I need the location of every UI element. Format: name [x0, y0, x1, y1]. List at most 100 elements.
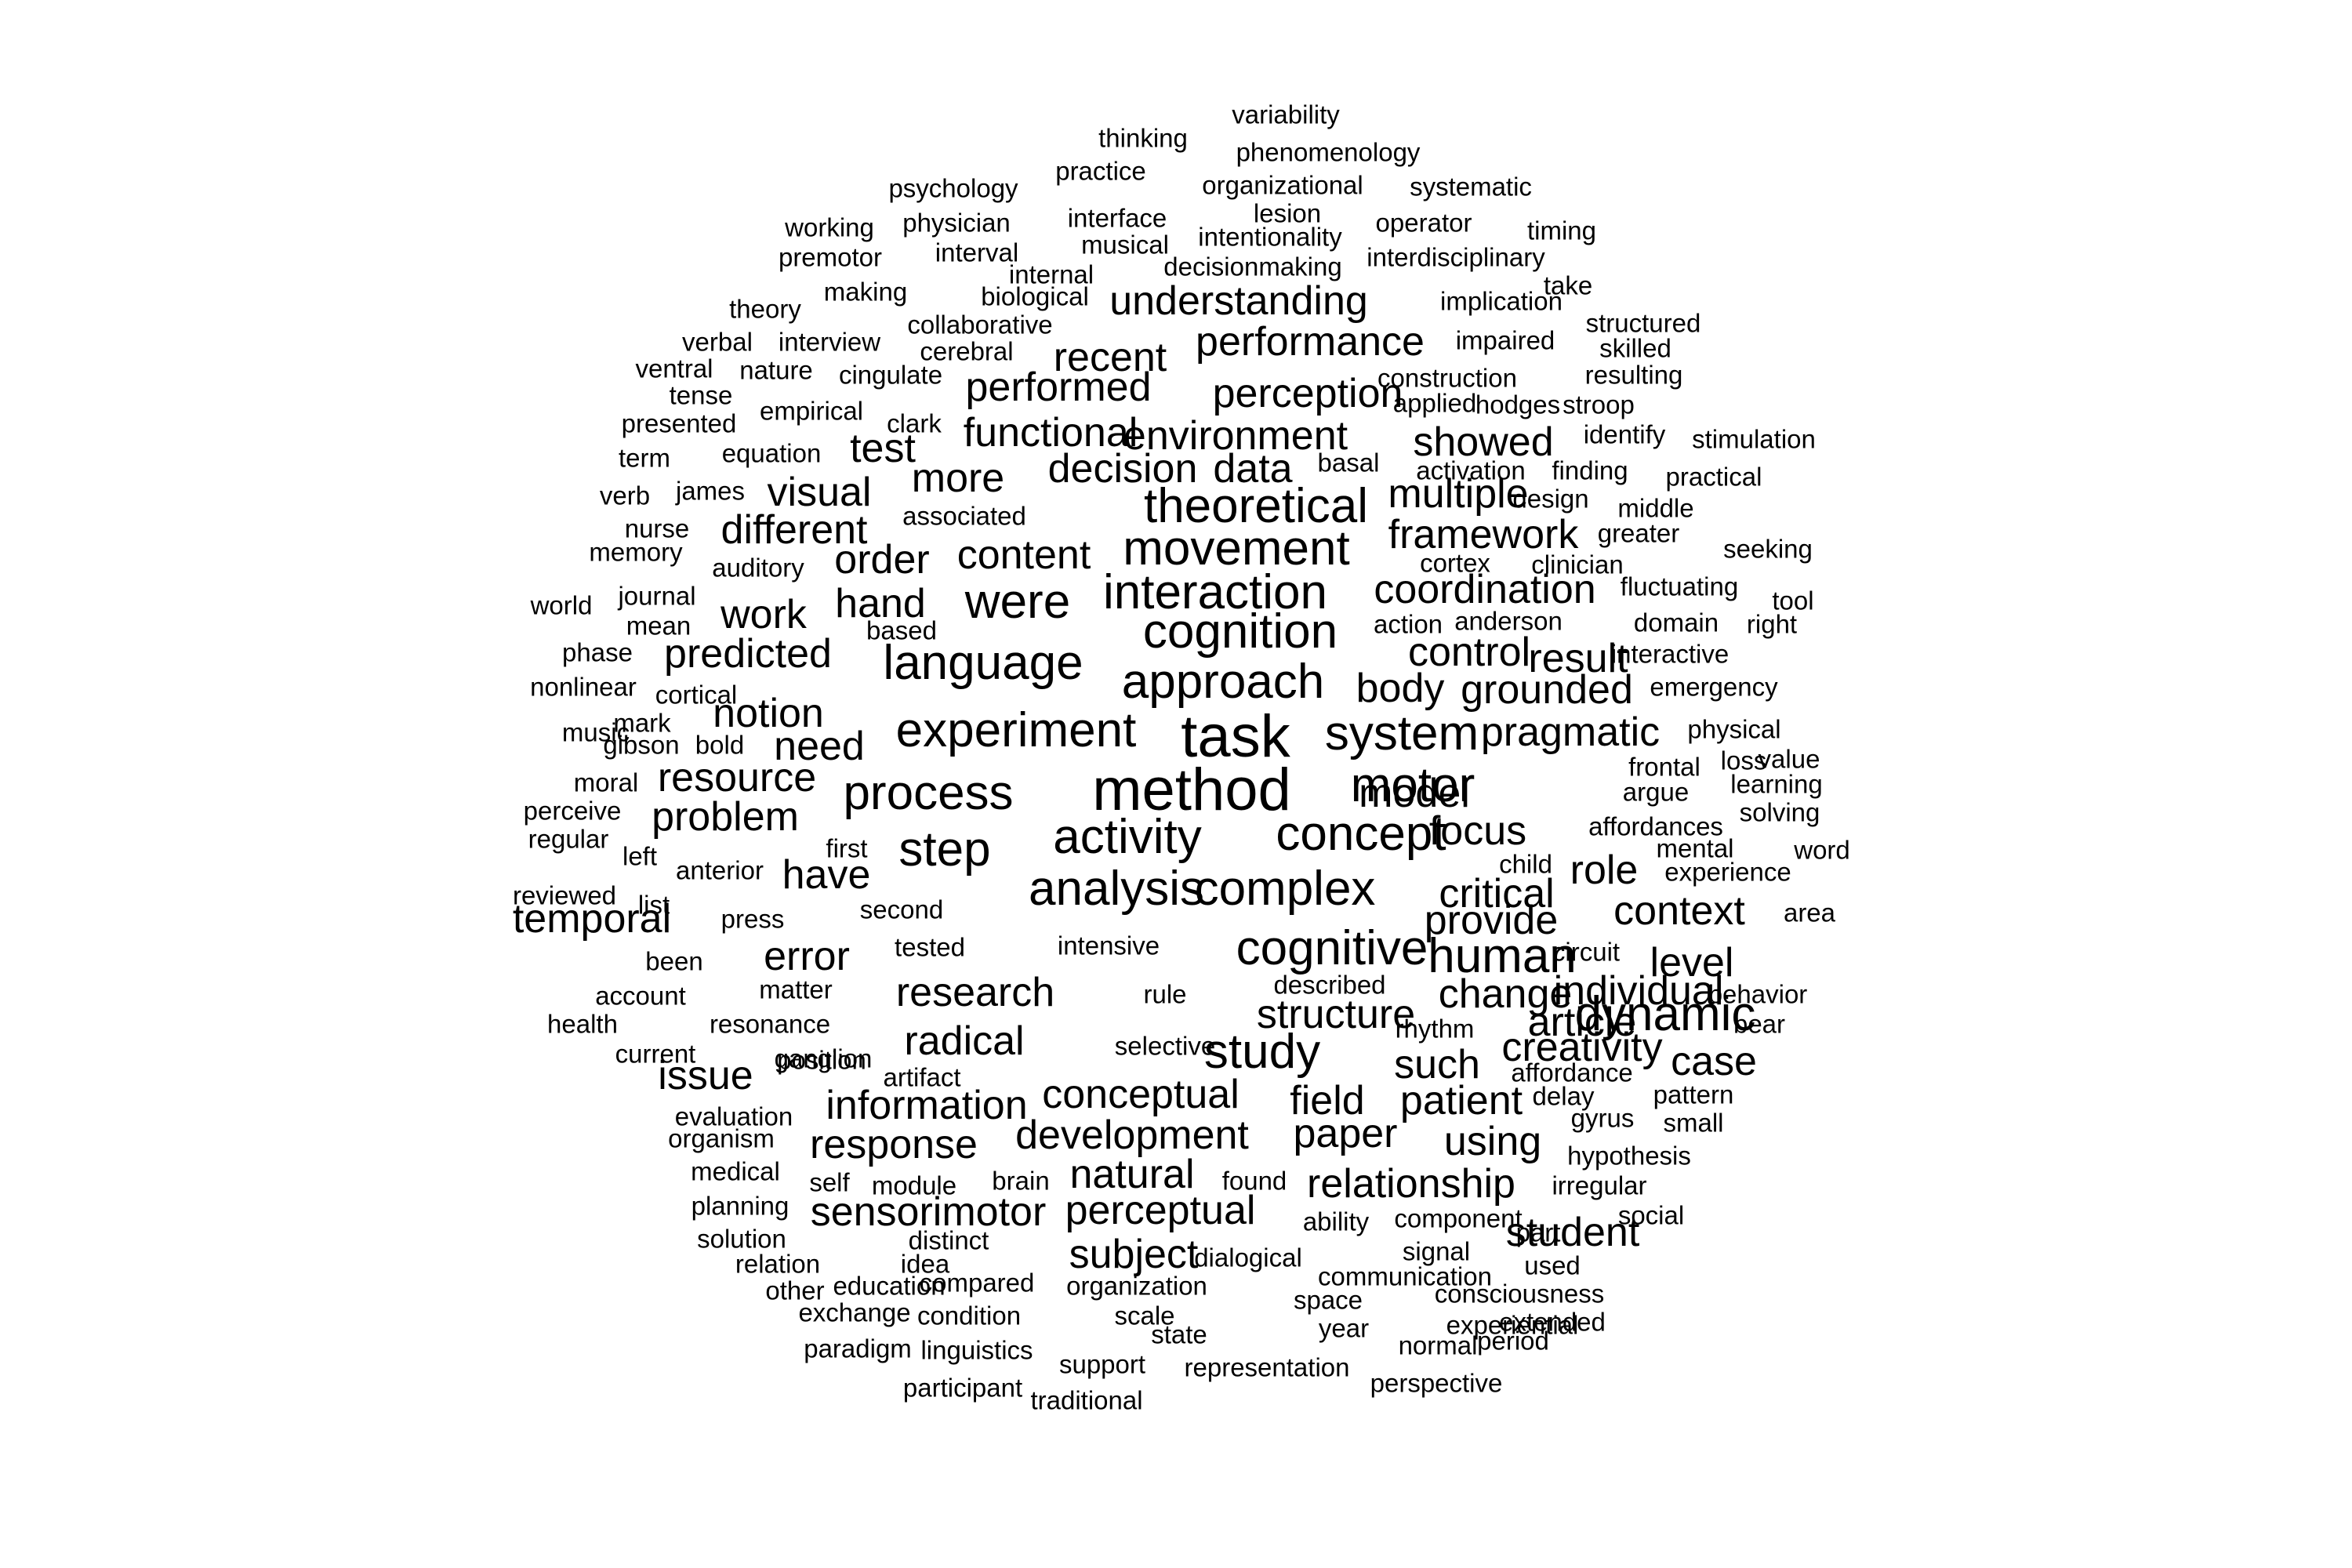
word-affordances: affordances	[1588, 811, 1723, 841]
word-linguistics: linguistics	[920, 1335, 1033, 1365]
word-press: press	[720, 904, 785, 934]
word-component: component	[1394, 1203, 1523, 1233]
word-interview: interview	[778, 327, 881, 357]
word-result: result	[1528, 636, 1628, 681]
word-communication: communication	[1318, 1261, 1492, 1291]
word-middle: middle	[1617, 493, 1694, 523]
word-paradigm: paradigm	[804, 1334, 912, 1363]
word-clinician: clinician	[1531, 550, 1624, 579]
word-individual: individual	[1553, 968, 1724, 1014]
word-critical: critical	[1439, 871, 1555, 916]
word-timing: timing	[1526, 216, 1597, 245]
word-described: described	[1273, 970, 1386, 1000]
word-applied: applied	[1392, 388, 1477, 418]
word-module: module	[871, 1171, 957, 1200]
word-found: found	[1221, 1166, 1287, 1196]
word-hypothesis: hypothesis	[1567, 1141, 1691, 1171]
word-operator: operator	[1375, 208, 1472, 238]
word-concept: concept	[1276, 807, 1446, 861]
word-nurse: nurse	[624, 514, 690, 543]
word-notion: notion	[713, 691, 824, 736]
word-presented: presented	[621, 408, 737, 438]
word-nonlinear: nonlinear	[530, 672, 637, 702]
word-phase: phase	[562, 637, 633, 667]
word-organization: organization	[1066, 1271, 1207, 1301]
word-data: data	[1213, 446, 1293, 492]
word-change: change	[1438, 971, 1573, 1017]
word-stroop: stroop	[1563, 390, 1635, 419]
word-level: level	[1650, 940, 1734, 985]
word-perspective: perspective	[1370, 1368, 1503, 1398]
word-area: area	[1783, 898, 1836, 927]
word-were: were	[964, 575, 1071, 629]
word-tense: tense	[669, 380, 733, 410]
word-phenomenology: phenomenology	[1236, 137, 1421, 167]
word-intentionality: intentionality	[1198, 222, 1342, 252]
word-delay: delay	[1532, 1081, 1595, 1111]
word-theoretical: theoretical	[1143, 479, 1369, 533]
word-perceive: perceive	[523, 796, 622, 826]
word-control: control	[1407, 630, 1531, 675]
word-pragmatic: pragmatic	[1480, 710, 1661, 755]
word-premotor: premotor	[778, 242, 883, 272]
word-account: account	[595, 981, 686, 1011]
word-right: right	[1746, 609, 1798, 639]
word-information: information	[826, 1083, 1028, 1128]
word-ganglion: ganglion	[774, 1044, 873, 1073]
word-loss: loss	[1720, 746, 1767, 775]
word-order: order	[834, 537, 930, 583]
word-ventral: ventral	[635, 354, 713, 383]
word-domain: domain	[1633, 608, 1719, 637]
word-cortex: cortex	[1420, 548, 1490, 578]
word-anterior: anterior	[676, 855, 764, 885]
word-interval: interval	[935, 238, 1019, 267]
word-impaired: impaired	[1455, 325, 1555, 355]
word-process: process	[843, 766, 1014, 820]
word-equation: equation	[721, 438, 822, 468]
word-resource: resource	[657, 755, 817, 800]
word-selective: selective	[1114, 1031, 1216, 1061]
word-body: body	[1356, 666, 1445, 711]
word-need: need	[774, 724, 865, 769]
word-used: used	[1524, 1250, 1581, 1280]
word-experiment: experiment	[895, 703, 1137, 757]
word-motor: motor	[1350, 758, 1475, 812]
word-solving: solving	[1739, 797, 1820, 827]
word-cognitive: cognitive	[1236, 921, 1428, 975]
word-social: social	[1617, 1200, 1685, 1230]
word-decisionmaking: decisionmaking	[1163, 252, 1342, 281]
word-left: left	[622, 841, 658, 871]
word-organizational: organizational	[1202, 170, 1363, 200]
word-task: task	[1181, 703, 1290, 770]
word-experiential: experiential	[1446, 1310, 1579, 1340]
word-problem: problem	[652, 794, 799, 840]
word-compared: compared	[919, 1268, 1035, 1298]
word-temporal: temporal	[512, 896, 672, 942]
word-multiple: multiple	[1388, 471, 1529, 517]
word-patient: patient	[1399, 1078, 1523, 1123]
word-variability: variability	[1232, 100, 1340, 129]
word-mean: mean	[626, 611, 691, 641]
word-second: second	[859, 895, 944, 924]
word-space: space	[1293, 1285, 1363, 1315]
word-tested: tested	[895, 932, 965, 962]
word-verb: verb	[599, 481, 651, 510]
word-take: take	[1543, 270, 1593, 300]
word-rule: rule	[1143, 979, 1187, 1009]
word-framework: framework	[1388, 512, 1579, 557]
word-dynamic: dynamic	[1574, 987, 1756, 1041]
word-solution: solution	[697, 1224, 786, 1254]
word-child: child	[1499, 849, 1552, 879]
word-theory: theory	[729, 294, 801, 324]
word-cingulate: cingulate	[838, 360, 943, 390]
word-intensive: intensive	[1057, 931, 1160, 960]
word-psychology: psychology	[888, 173, 1018, 203]
word-argue: argue	[1622, 777, 1690, 807]
word-using: using	[1443, 1119, 1542, 1164]
word-scale: scale	[1114, 1301, 1175, 1330]
word-term: term	[619, 443, 670, 473]
word-self: self	[809, 1167, 850, 1197]
word-activity: activity	[1053, 810, 1202, 864]
word-coordination: coordination	[1374, 567, 1596, 612]
